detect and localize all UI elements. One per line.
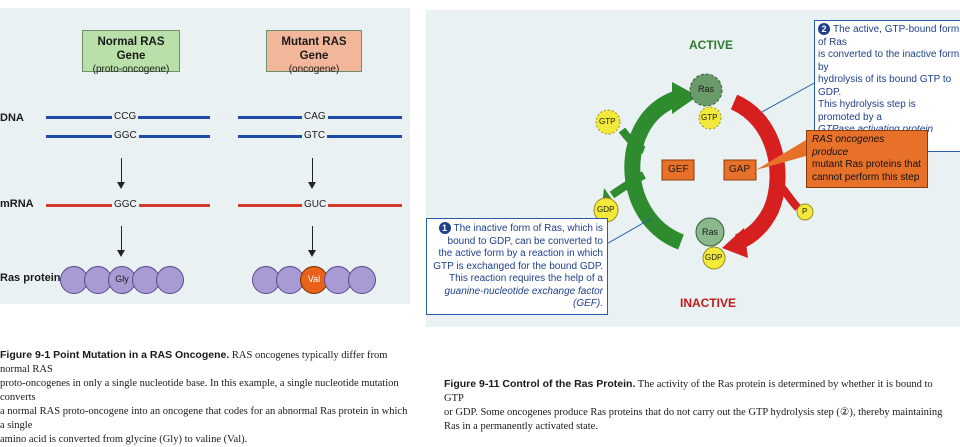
callout-2-line-2: is converted to the inactive form by [818,49,960,73]
normal-arrowhead-1 [117,182,125,189]
callout-1-number: 1 [438,222,451,234]
gtp-free-shape [595,109,621,135]
gef-label: GEF [668,164,689,175]
callout-1-line-6: guanine-nucleotide exchange factor (GEF)… [444,285,603,310]
mutant-mrna-codon: GUC [302,199,329,210]
normal-bead-5 [156,266,184,294]
mutant-gene-title: Mutant RAS Gene [281,36,347,62]
gdp-bound-shape [702,246,726,270]
gtp-free-label: GTP [599,117,616,126]
gtp-bound-label: GTP [701,113,718,122]
mutant-arrowhead-2 [308,250,316,257]
mutant-bead-2 [276,266,304,294]
mutant-codon-bottom: GTC [302,130,328,141]
mutant-arrow-2 [312,226,313,252]
row-label-dna: DNA [0,112,24,124]
normal-arrow-2 [121,226,122,252]
figure-9-1-caption: Figure 9-1 Point Mutation in a RAS Oncog… [0,348,410,447]
normal-codon-top: CCG [112,111,139,122]
callout-1-line-5: This reaction requires the help of a [449,273,603,284]
callout-2-line-1: 2 The active, GTP-bound form of Ras [818,23,960,48]
normal-arrowhead-2 [117,250,125,257]
oncogene-note-line-1: RAS oncogenes produce [812,134,885,158]
caption-line-1: Figure 9-1 Point Mutation in a RAS Oncog… [0,348,410,377]
normal-bead-gly: Gly [108,266,136,294]
oncogene-note-line-2: mutant Ras proteins that [812,159,921,170]
mutant-gene-box: Mutant RAS Gene (oncogene) [266,30,362,75]
ras-cycle-diagram [593,73,817,270]
mutant-codon-top: CAG [302,111,328,122]
ras-active-shape [689,73,723,107]
gtp-bound-shape [698,106,722,130]
callout-1-line-2: bound to GDP, can be converted to [447,235,603,247]
mutant-arrowhead-1 [308,182,316,189]
caption-text-1: RAS oncogenes typically differ from norm… [0,350,388,375]
callout-2-line-3: hydrolysis of its bound GTP to GDP. [818,74,952,98]
inactive-label: INACTIVE [680,296,737,310]
gdp-bound-label: GDP [705,253,723,262]
phosphate-label: P [802,207,808,216]
gtp-in-arrow [618,127,646,154]
mutant-bead-5 [348,266,376,294]
callout-2-number: 2 [818,23,830,35]
ras-inactive-label: Ras [702,227,719,237]
normal-arrow-1 [121,158,122,184]
active-label: ACTIVE [689,38,734,52]
callout-1-line-4: GTP is exchanged for the bound GDP. [433,260,603,272]
caption-figure-label: Figure 9-1 Point Mutation in a RAS Oncog… [0,349,230,361]
p-out-arrow [772,177,801,211]
gap-arrowhead [722,228,748,258]
normal-gene-box: Normal RAS Gene (proto-oncogene) [82,30,180,75]
ras-control-panel: ACTIVE INACTIVE GEF GAP Ras GTP GTP GDP … [426,10,960,327]
gdp-out-arrow [609,171,646,199]
point-mutation-panel: Normal RAS Gene (proto-oncogene) Mutant … [0,8,410,304]
gap-arrow [730,94,786,250]
row-label-mrna: mRNA [0,198,34,210]
caption-line-2: proto-oncogenes in only a single nucleot… [0,378,399,403]
caption-9-11-line-3: Ras in a permanently activated state. [444,421,598,432]
onco-note-pointer [756,140,806,170]
row-label-protein: Ras protein [0,272,61,284]
callout-2-connector [761,81,817,113]
mutant-bead-val: Val [300,266,328,294]
gdp-free-label: GDP [597,205,615,214]
caption-9-11-line-1: Figure 9-11 Control of the Ras Protein. … [444,377,954,406]
normal-gene-title: Normal RAS Gene [97,36,165,62]
gap-label: GAP [729,164,751,175]
caption-line-4: amino acid is converted from glycine (Gl… [0,434,248,445]
normal-mrna-codon: GGC [112,199,139,210]
gef-box [661,159,695,181]
oncogene-note: RAS oncogenes produce mutant Ras protein… [806,130,928,188]
callout-2-line-4: This hydrolysis step is promoted by a [818,99,916,123]
normal-bead-4 [132,266,160,294]
normal-codon-bottom: GGC [112,130,139,141]
mutant-gene-subtitle: (oncogene) [288,64,340,75]
mutant-arrow-1 [312,158,313,184]
callout-1: 1 The inactive form of Ras, which is boun… [426,218,608,315]
normal-gene-subtitle: (proto-oncogene) [92,64,170,75]
gef-arrowhead [672,82,698,114]
caption-9-11-figure-label: Figure 9-11 Control of the Ras Protein. [444,378,636,390]
caption-line-3: a normal RAS proto-oncogene into an onco… [0,406,408,431]
caption-9-11-text-1: The activity of the Ras protein is deter… [444,379,933,404]
oncogene-note-line-3: cannot perform this step [812,171,920,183]
figure-9-11-caption: Figure 9-11 Control of the Ras Protein. … [444,377,954,434]
callout-1-line-3: the active form by a reaction in which [438,248,603,259]
phosphate-shape [796,203,814,221]
ras-inactive-shape [695,217,725,247]
caption-9-11-line-2: or GDP. Some oncogenes produce Ras prote… [444,407,943,418]
ras-active-label: Ras [698,84,715,94]
callout-1-line-1: 1 The inactive form of Ras, which is [431,222,603,236]
